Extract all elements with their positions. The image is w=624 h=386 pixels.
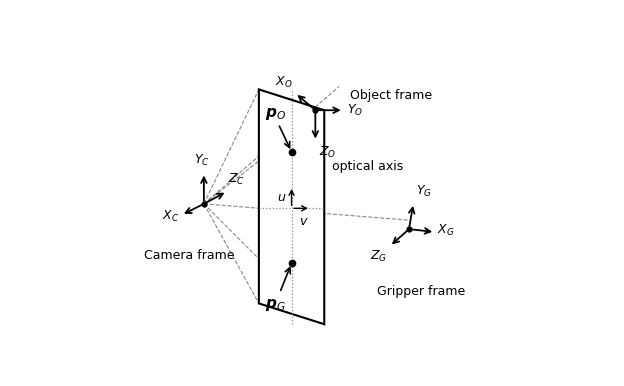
Text: Camera frame: Camera frame	[144, 249, 234, 262]
Text: $X_G$: $X_G$	[437, 223, 455, 239]
Text: $\boldsymbol{p}_O$: $\boldsymbol{p}_O$	[265, 106, 286, 122]
Text: $Y_C$: $Y_C$	[193, 153, 210, 168]
Text: $u$: $u$	[277, 191, 286, 203]
Text: $Z_G$: $Z_G$	[371, 249, 388, 264]
Text: $Y_O$: $Y_O$	[346, 103, 363, 118]
Text: $Z_O$: $Z_O$	[319, 145, 336, 161]
Text: optical axis: optical axis	[332, 160, 403, 173]
Text: Object frame: Object frame	[349, 89, 432, 102]
Text: $\boldsymbol{p}_G$: $\boldsymbol{p}_G$	[265, 298, 286, 313]
Text: $Y_G$: $Y_G$	[416, 184, 431, 200]
Text: Gripper frame: Gripper frame	[377, 285, 465, 298]
Text: $X_C$: $X_C$	[162, 209, 180, 225]
Text: $Z_C$: $Z_C$	[228, 173, 245, 188]
Polygon shape	[259, 90, 324, 324]
Text: $v$: $v$	[300, 215, 309, 228]
Text: $X_O$: $X_O$	[275, 75, 292, 90]
